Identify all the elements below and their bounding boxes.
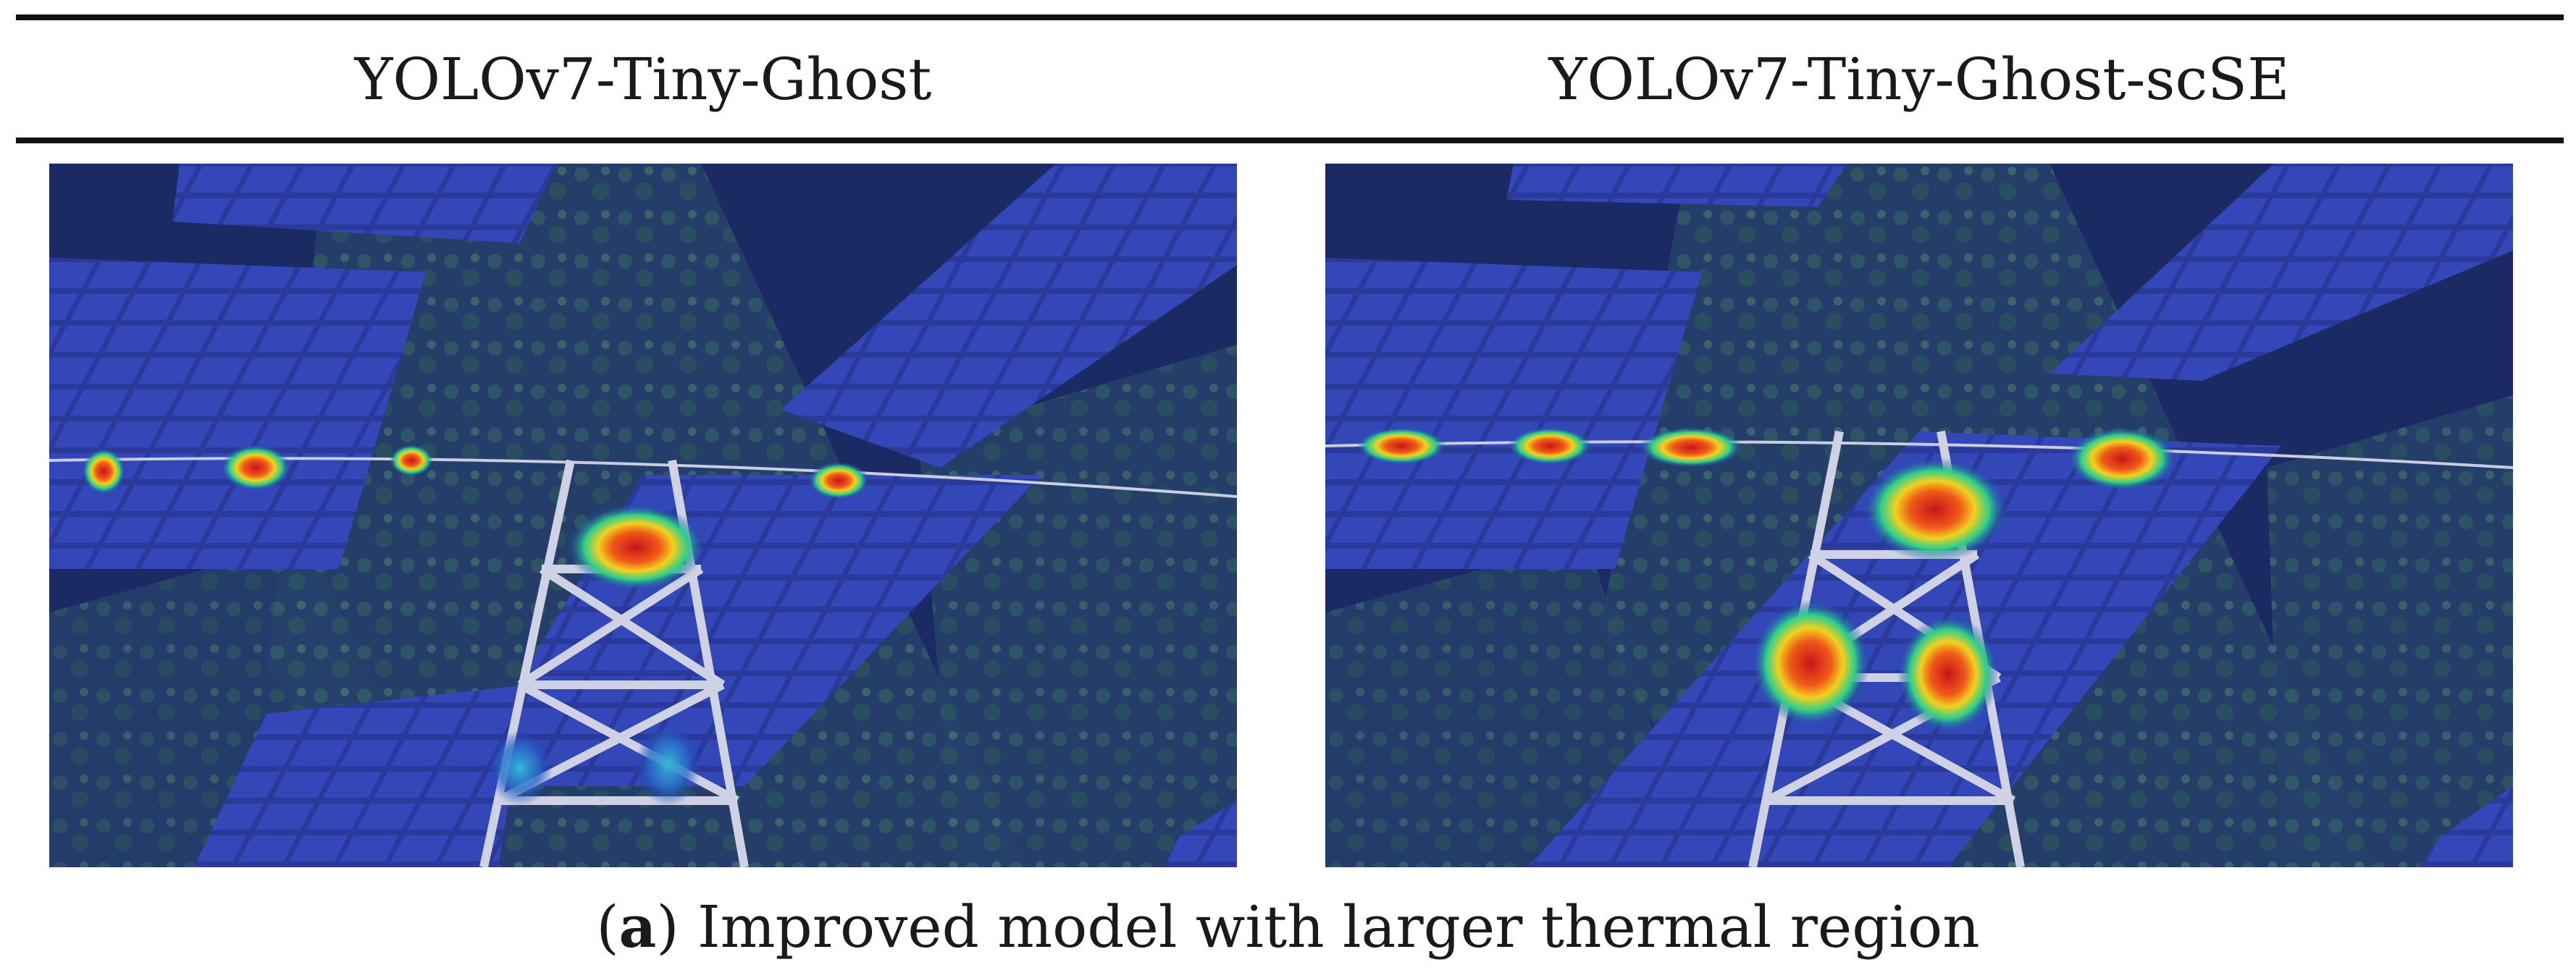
caption-close-paren: ) — [656, 893, 679, 961]
caption-letter: a — [618, 893, 657, 961]
heatmap-image-baseline — [49, 164, 1237, 867]
column-title-improved: YOLOv7-Tiny-Ghost-scSE — [1548, 46, 2290, 113]
heatmap-image-improved — [1325, 164, 2513, 867]
table-top-rule — [16, 14, 2564, 20]
caption-open-paren: ( — [596, 893, 619, 961]
figure-caption: (a) Improved model with larger thermal r… — [0, 890, 2576, 964]
heatmap-scene-improved — [1325, 164, 2513, 867]
heatmap-scene-baseline — [49, 164, 1237, 867]
table-header-rule — [16, 138, 2564, 143]
column-title-baseline: YOLOv7-Tiny-Ghost — [354, 46, 932, 113]
caption-text: Improved model with larger thermal regio… — [679, 893, 1980, 961]
